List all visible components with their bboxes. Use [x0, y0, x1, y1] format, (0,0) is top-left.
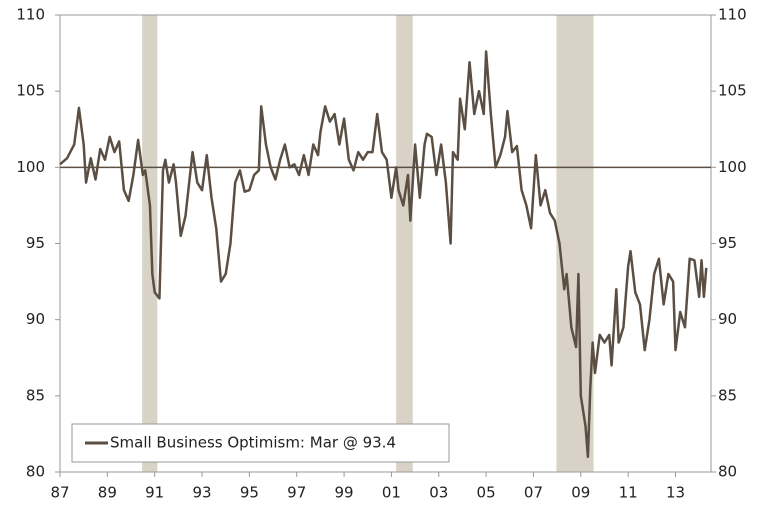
y2-tick-label: 105 — [718, 82, 747, 100]
y-tick-label: 95 — [26, 234, 45, 252]
series-line — [59, 50, 708, 459]
y2-tick-label: 95 — [718, 234, 737, 252]
y2-tick-label: 85 — [718, 386, 737, 404]
legend-label: Small Business Optimism: Mar @ 93.4 — [110, 434, 396, 452]
plot-frame — [59, 14, 712, 473]
x-tick-label: 11 — [619, 484, 638, 502]
x-tick-label: 05 — [477, 484, 496, 502]
y2-tick-label: 100 — [718, 158, 747, 176]
x-tick-label: 09 — [571, 484, 590, 502]
y-tick-label: 80 — [26, 463, 45, 481]
recession-shade — [556, 15, 594, 472]
y-tick-label: 85 — [26, 386, 45, 404]
y2-tick-label: 110 — [718, 6, 747, 24]
x-tick-label: 07 — [524, 484, 543, 502]
y2-tick-label: 90 — [718, 310, 737, 328]
x-tick-label: 97 — [287, 484, 306, 502]
x-tick-label: 99 — [335, 484, 354, 502]
x-tick-label: 93 — [192, 484, 211, 502]
x-tick-label: 01 — [382, 484, 401, 502]
y-tick-label: 100 — [16, 158, 45, 176]
recession-shade — [142, 15, 158, 472]
y-tick-label: 105 — [16, 82, 45, 100]
x-tick-label: 91 — [145, 484, 164, 502]
legend-box — [71, 423, 450, 463]
x-tick-label: 95 — [240, 484, 259, 502]
x-tick-label: 87 — [50, 484, 69, 502]
recession-shade — [396, 15, 413, 472]
y-tick-label: 110 — [16, 6, 45, 24]
y-tick-label: 90 — [26, 310, 45, 328]
y2-tick-label: 80 — [718, 463, 737, 481]
x-tick-label: 03 — [429, 484, 448, 502]
x-tick-label: 89 — [98, 484, 117, 502]
legend: Small Business Optimism: Mar @ 93.4 — [71, 423, 450, 463]
x-tick-label: 13 — [666, 484, 685, 502]
